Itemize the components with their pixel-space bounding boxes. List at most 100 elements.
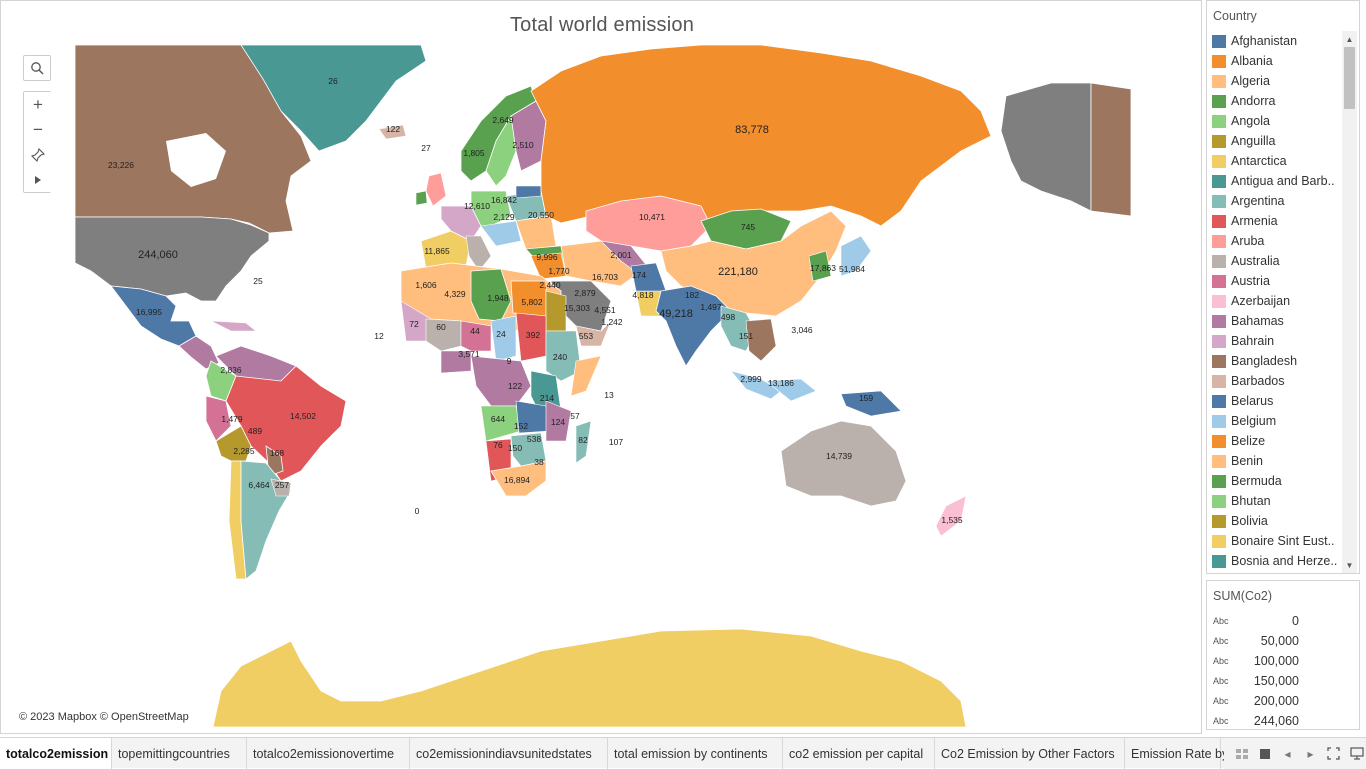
sum-legend-row: Abc 150,000 — [1207, 671, 1359, 691]
legend-item[interactable]: Australia — [1211, 251, 1343, 271]
legend-swatch — [1212, 394, 1226, 408]
legend-item[interactable]: Bolivia — [1211, 511, 1343, 531]
country-list: Afghanistan Albania Algeria Andorra Angola An… — [1211, 31, 1343, 571]
map-attribution[interactable]: © 2023 Mapbox © OpenStreetMap — [17, 710, 191, 724]
tab-controls: ◂ ▸ — [1224, 738, 1366, 769]
legend-item[interactable]: Albania — [1211, 51, 1343, 71]
legend-swatch — [1212, 234, 1226, 248]
legend-item[interactable]: Afghanistan — [1211, 31, 1343, 51]
legend-swatch — [1212, 294, 1226, 308]
sum-legend-row: Abc 244,060 — [1207, 711, 1359, 731]
zoom-out-icon[interactable]: − — [24, 117, 52, 142]
legend-item-label: Bermuda — [1231, 474, 1282, 488]
legend-item[interactable]: Antarctica — [1211, 151, 1343, 171]
legend-item[interactable]: Argentina — [1211, 191, 1343, 211]
scroll-thumb[interactable] — [1344, 47, 1355, 109]
play-icon[interactable] — [24, 167, 52, 192]
sum-legend-row: Abc 50,000 — [1207, 631, 1359, 651]
map-view[interactable]: 26 122 27 23,226 244,060 83,778 221,180 745 10,4… — [13, 45, 1198, 727]
scroll-up-icon[interactable]: ▲ — [1345, 34, 1354, 44]
fullscreen-icon[interactable] — [1324, 744, 1343, 764]
sum-legend-title: SUM(Co2) — [1213, 589, 1273, 603]
legend-item[interactable]: Bermuda — [1211, 471, 1343, 491]
legend-item[interactable]: Barbados — [1211, 371, 1343, 391]
legend-item-label: Bosnia and Herze.. — [1231, 554, 1338, 568]
prev-tab-icon[interactable]: ◂ — [1284, 746, 1291, 761]
legend-item[interactable]: Azerbaijan — [1211, 291, 1343, 311]
thumbnail-view-icon[interactable] — [1232, 744, 1251, 764]
legend-item[interactable]: Angola — [1211, 111, 1343, 131]
legend-item[interactable]: Anguilla — [1211, 131, 1343, 151]
sheet-tabbar: totalco2emission topemittingcountries tota… — [0, 737, 1366, 769]
legend-item-label: Bangladesh — [1231, 354, 1298, 368]
legend-swatch — [1212, 454, 1226, 468]
legend-item[interactable]: Bosnia and Herze.. — [1211, 551, 1343, 571]
legend-swatch — [1212, 334, 1226, 348]
legend-swatch — [1212, 174, 1226, 188]
legend-item[interactable]: Belarus — [1211, 391, 1343, 411]
legend-swatch — [1212, 194, 1226, 208]
legend-item-label: Albania — [1231, 54, 1273, 68]
legend-item-label: Angola — [1231, 114, 1270, 128]
legend-item[interactable]: Benin — [1211, 451, 1343, 471]
legend-item-label: Barbados — [1231, 374, 1285, 388]
legend-item[interactable]: Belize — [1211, 431, 1343, 451]
legend-title: Country — [1213, 9, 1257, 23]
legend-swatch — [1212, 154, 1226, 168]
search-icon[interactable] — [23, 55, 51, 81]
map-svg[interactable] — [13, 45, 1198, 727]
country-legend: Country Afghanistan Albania Algeria Andorra… — [1206, 0, 1360, 574]
pin-icon[interactable] — [24, 142, 52, 167]
sheet-tab[interactable]: Emission Rate by — [1125, 738, 1228, 769]
zoom-in-icon[interactable]: + — [24, 92, 52, 117]
sheet-tab[interactable]: topemittingcountries — [112, 738, 247, 769]
sheet-tab[interactable]: total emission by continents — [608, 738, 783, 769]
legend-item[interactable]: Armenia — [1211, 211, 1343, 231]
legend-item-label: Anguilla — [1231, 134, 1276, 148]
legend-item-label: Afghanistan — [1231, 34, 1298, 48]
legend-swatch — [1212, 94, 1226, 108]
legend-item[interactable]: Aruba — [1211, 231, 1343, 251]
sheet-tab[interactable]: co2emissionindiavsunitedstates — [410, 738, 608, 769]
legend-swatch — [1212, 114, 1226, 128]
legend-item-label: Azerbaijan — [1231, 294, 1291, 308]
legend-scrollbar[interactable]: ▲ ▼ — [1342, 31, 1357, 573]
legend-item[interactable]: Austria — [1211, 271, 1343, 291]
list-view-icon[interactable] — [1255, 744, 1274, 764]
present-icon[interactable] — [1347, 744, 1366, 764]
sum-legend-value: 100,000 — [1253, 654, 1299, 668]
legend-swatch — [1212, 34, 1226, 48]
legend-item[interactable]: Andorra — [1211, 91, 1343, 111]
legend-item[interactable]: Bahrain — [1211, 331, 1343, 351]
legend-item[interactable]: Bhutan — [1211, 491, 1343, 511]
legend-item-label: Antarctica — [1231, 154, 1287, 168]
legend-item[interactable]: Bahamas — [1211, 311, 1343, 331]
sum-legend-value: 150,000 — [1253, 674, 1299, 688]
legend-item[interactable]: Algeria — [1211, 71, 1343, 91]
legend-item[interactable]: Bonaire Sint Eust.. — [1211, 531, 1343, 551]
legend-item-label: Bahrain — [1231, 334, 1275, 348]
sheet-tab[interactable]: co2 emission per capital — [783, 738, 935, 769]
zoom-controls: + − — [23, 91, 52, 193]
legend-swatch — [1212, 74, 1226, 88]
sum-list: Abc 0 Abc 50,000 Abc 100,000 Abc 150,000 Abc 200,… — [1207, 611, 1359, 731]
legend-item-label: Belarus — [1231, 394, 1274, 408]
next-tab-icon[interactable]: ▸ — [1307, 746, 1314, 761]
sheet-tab[interactable]: totalco2emissionovertime — [247, 738, 410, 769]
legend-swatch — [1212, 214, 1226, 228]
scroll-down-icon[interactable]: ▼ — [1345, 560, 1354, 570]
abc-marker: Abc — [1213, 656, 1229, 666]
sum-legend-row: Abc 200,000 — [1207, 691, 1359, 711]
legend-swatch — [1212, 534, 1226, 548]
legend-swatch — [1212, 374, 1226, 388]
sheet-tab[interactable]: totalco2emission — [0, 738, 112, 769]
legend-item-label: Australia — [1231, 254, 1280, 268]
legend-item[interactable]: Belgium — [1211, 411, 1343, 431]
legend-swatch — [1212, 494, 1226, 508]
legend-item-label: Bahamas — [1231, 314, 1284, 328]
legend-item[interactable]: Bangladesh — [1211, 351, 1343, 371]
sheet-tab[interactable]: Co2 Emission by Other Factors — [935, 738, 1125, 769]
legend-item[interactable]: Antigua and Barb.. — [1211, 171, 1343, 191]
legend-swatch — [1212, 274, 1226, 288]
legend-swatch — [1212, 134, 1226, 148]
